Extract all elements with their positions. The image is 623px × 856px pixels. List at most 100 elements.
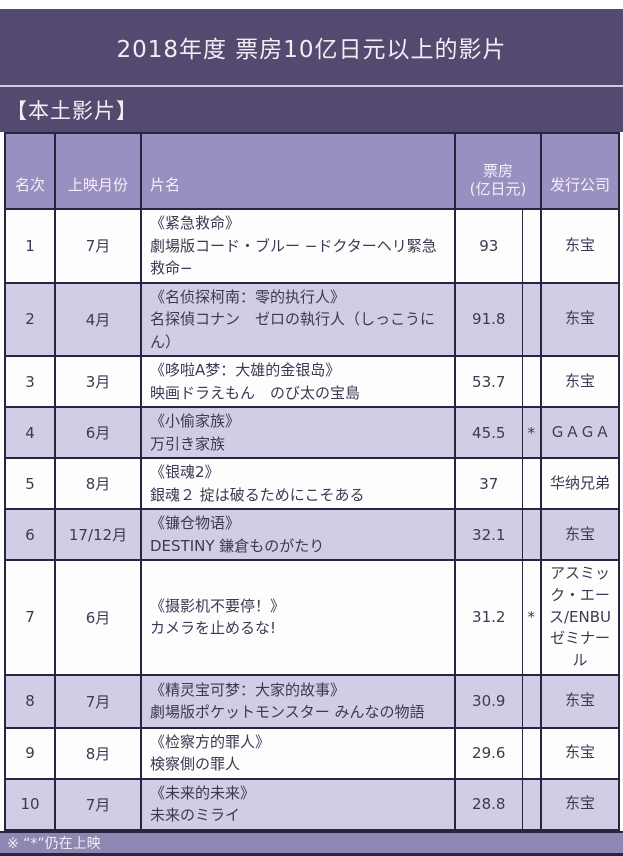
table-row: 6 17/12月 《镰仓物语》 DESTINY 鎌倉ものがたり 32.1 东宝	[4, 508, 620, 561]
distributor-cell: ＧＡＧＡ	[540, 406, 620, 459]
film-title-cn: 《小偷家族》	[150, 412, 241, 430]
header-rank: 名次	[4, 132, 56, 210]
month-cell: 17/12月	[54, 508, 142, 561]
title-cell: 《未来的未来》 未来のミライ	[140, 777, 456, 831]
film-title-jp: 未来のミライ	[150, 806, 241, 825]
film-title-jp: 万引き家族	[150, 434, 226, 453]
distributor-cell: 东宝	[540, 281, 620, 357]
still-showing-flag	[521, 457, 542, 510]
distributor-cell: 东宝	[540, 508, 620, 561]
film-title-cn: 《检察方的罪人》	[150, 732, 271, 751]
header-title: 片名	[140, 132, 456, 210]
table-header-row: 名次 上映月份 片名 票房 (亿日元) 发行公司	[4, 132, 620, 210]
section-title: 【本土影片】	[6, 98, 138, 123]
boxoffice-cell: 30.9	[454, 673, 523, 729]
title-cell: 《哆啦A梦：大雄的金银岛》 映画ドラえもん のび太の宝島	[140, 355, 456, 408]
header-distributor: 发行公司	[540, 132, 620, 210]
month-cell: 7月	[54, 673, 142, 729]
still-showing-flag	[521, 355, 542, 408]
distributor-cell: 华纳兄弟	[540, 457, 620, 510]
boxoffice-cell: 93	[454, 208, 523, 284]
still-showing-flag	[521, 673, 542, 729]
month-cell: 7月	[54, 777, 142, 831]
film-title-jp: DESTINY 鎌倉ものがたり	[150, 536, 325, 555]
film-title-cn: 《未来的未来》	[150, 783, 256, 802]
header-boxoffice: 票房 (亿日元)	[454, 132, 542, 210]
film-table: 名次 上映月份 片名 票房 (亿日元) 发行公司 1 7月 《紧急救命》 劇場版…	[4, 132, 620, 831]
still-showing-flag: *	[521, 406, 542, 459]
rank-cell: 3	[4, 355, 56, 408]
title-cell: 《镰仓物语》 DESTINY 鎌倉ものがたり	[140, 508, 456, 561]
distributor-cell: 东宝	[540, 726, 620, 780]
footer-note: ※ “*”仍在上映	[0, 830, 623, 856]
table-row: 9 8月 《检察方的罪人》 検察側の罪人 29.6 东宝	[4, 726, 620, 780]
rank-cell: 5	[4, 457, 56, 510]
title-banner: 2018年度 票房10亿日元以上的影片	[0, 9, 623, 87]
page-title: 2018年度 票房10亿日元以上的影片	[116, 37, 507, 63]
boxoffice-cell: 45.5	[454, 406, 523, 459]
rank-cell: 8	[4, 673, 56, 729]
title-cell: 《名侦探柯南：零的执行人》 名探偵コナン ゼロの執行人（しっこうにん）	[140, 281, 456, 357]
distributor-cell: 东宝	[540, 673, 620, 729]
film-title-cn: 《哆啦A梦：大雄的金银岛》	[150, 361, 341, 379]
distributor-cell: アスミック・エース/ENBUゼミナール	[540, 559, 620, 676]
boxoffice-cell: 28.8	[454, 777, 523, 831]
film-title-jp: 劇場版コード・ブルー −ドクターヘリ緊急救命−	[150, 236, 437, 278]
boxoffice-cell: 29.6	[454, 726, 523, 780]
header-month: 上映月份	[54, 132, 142, 210]
still-showing-flag	[521, 777, 542, 831]
film-title-cn: 《精灵宝可梦：大家的故事》	[150, 680, 346, 699]
month-cell: 6月	[54, 559, 142, 676]
distributor-cell: 东宝	[540, 355, 620, 408]
boxoffice-cell: 91.8	[454, 281, 523, 357]
film-title-jp: 劇場版ポケットモンスター みんなの物語	[150, 703, 425, 722]
distributor-cell: 东宝	[540, 208, 620, 284]
film-title-cn: 《紧急救命》	[150, 214, 241, 232]
boxoffice-cell: 32.1	[454, 508, 523, 561]
still-showing-flag	[521, 281, 542, 357]
rank-cell: 9	[4, 726, 56, 780]
title-cell: 《精灵宝可梦：大家的故事》 劇場版ポケットモンスター みんなの物語	[140, 673, 456, 729]
title-cell: 《检察方的罪人》 検察側の罪人	[140, 726, 456, 780]
month-cell: 8月	[54, 726, 142, 780]
still-showing-flag	[521, 508, 542, 561]
month-cell: 3月	[54, 355, 142, 408]
rank-cell: 2	[4, 281, 56, 357]
footer-note-text: ※ “*”仍在上映	[7, 835, 101, 852]
film-title-cn: 《名侦探柯南：零的执行人》	[150, 287, 346, 306]
table-row: 1 7月 《紧急救命》 劇場版コード・ブルー −ドクターヘリ緊急救命− 93 东…	[4, 208, 620, 284]
title-cell: 《摄影机不要停！》 カメラを止めるな!	[140, 559, 456, 676]
rank-cell: 6	[4, 508, 56, 561]
section-banner: 【本土影片】	[0, 87, 623, 132]
still-showing-flag	[521, 208, 542, 284]
still-showing-flag: *	[521, 559, 542, 676]
month-cell: 7月	[54, 208, 142, 284]
film-title-cn: 《摄影机不要停！》	[150, 596, 286, 615]
boxoffice-cell: 31.2	[454, 559, 523, 676]
film-title-cn: 《镰仓物语》	[150, 514, 241, 532]
distributor-cell: 东宝	[540, 777, 620, 831]
month-cell: 8月	[54, 457, 142, 510]
month-cell: 4月	[54, 281, 142, 357]
table-row: 10 7月 《未来的未来》 未来のミライ 28.8 东宝	[4, 777, 620, 831]
table-row: 8 7月 《精灵宝可梦：大家的故事》 劇場版ポケットモンスター みんなの物語 3…	[4, 673, 620, 729]
title-cell: 《紧急救命》 劇場版コード・ブルー −ドクターヘリ緊急救命−	[140, 208, 456, 284]
rank-cell: 7	[4, 559, 56, 676]
title-cell: 《银魂2》 銀魂２ 掟は破るためにこそある	[140, 457, 456, 510]
table-row: 2 4月 《名侦探柯南：零的执行人》 名探偵コナン ゼロの執行人（しっこうにん）…	[4, 281, 620, 357]
film-table-body: 1 7月 《紧急救命》 劇場版コード・ブルー −ドクターヘリ緊急救命− 93 东…	[4, 208, 620, 831]
film-title-cn: 《银魂2》	[150, 463, 220, 481]
table-row: 5 8月 《银魂2》 銀魂２ 掟は破るためにこそある 37 华纳兄弟	[4, 457, 620, 510]
film-title-jp: 映画ドラえもん のび太の宝島	[150, 383, 361, 402]
month-cell: 6月	[54, 406, 142, 459]
film-title-jp: 銀魂２ 掟は破るためにこそある	[150, 485, 365, 504]
page: 2018年度 票房10亿日元以上的影片 【本土影片】 名次 上映月份 片名 票房…	[0, 9, 623, 856]
film-title-jp: 名探偵コナン ゼロの執行人（しっこうにん）	[150, 310, 436, 351]
boxoffice-cell: 53.7	[454, 355, 523, 408]
table-row: 4 6月 《小偷家族》 万引き家族 45.5 * ＧＡＧＡ	[4, 406, 620, 459]
table-row: 3 3月 《哆啦A梦：大雄的金银岛》 映画ドラえもん のび太の宝島 53.7 东…	[4, 355, 620, 408]
still-showing-flag	[521, 726, 542, 780]
rank-cell: 4	[4, 406, 56, 459]
rank-cell: 10	[4, 777, 56, 831]
table-row: 7 6月 《摄影机不要停！》 カメラを止めるな! 31.2 * アスミック・エー…	[4, 559, 620, 676]
